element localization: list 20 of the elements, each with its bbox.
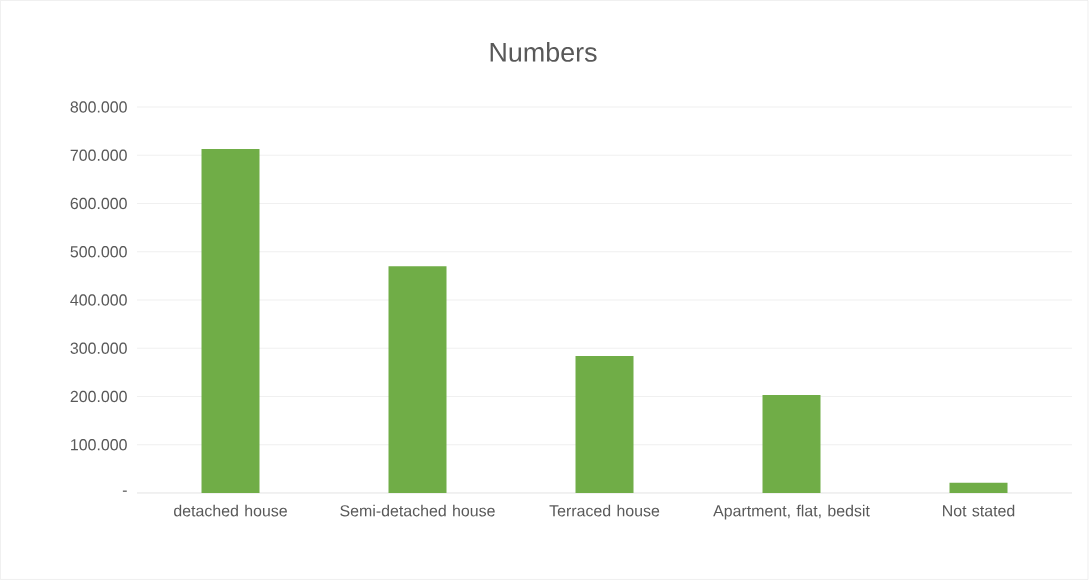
y-tick-label: 100.000 — [71, 439, 127, 451]
x-tick-label: detached house — [174, 504, 287, 517]
y-tick-label: - — [122, 490, 127, 492]
x-tick-label: Semi-detached house — [340, 504, 495, 517]
bar — [949, 482, 1008, 493]
y-tick-label: 800.000 — [70, 101, 127, 113]
chart-title: Numbers — [490, 42, 597, 62]
y-tick-label: 500.000 — [70, 246, 127, 258]
bar — [201, 148, 260, 493]
x-tick-label: Apartment, flat, bedsit — [713, 504, 870, 520]
y-tick-label: 600.000 — [70, 197, 127, 210]
y-tick-label: 300.000 — [70, 342, 127, 354]
y-tick-label: 700.000 — [70, 149, 127, 161]
bar — [388, 266, 447, 493]
bar — [575, 355, 634, 493]
x-tick-label: Not stated — [943, 504, 1015, 517]
y-tick-label: 200.000 — [70, 390, 127, 403]
x-tick-label: Terraced house — [549, 504, 660, 517]
bar — [762, 395, 821, 493]
y-tick-label: 400.000 — [70, 294, 127, 306]
